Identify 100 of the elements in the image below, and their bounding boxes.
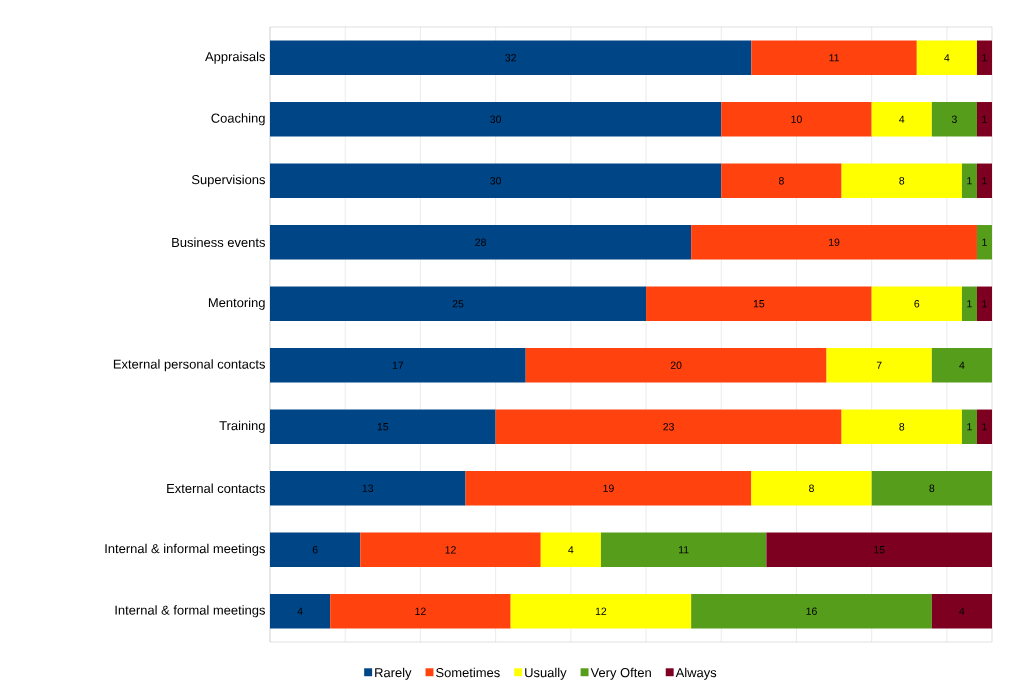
bar — [976, 40, 992, 75]
data-label: 1 — [967, 177, 972, 185]
data-label: 30 — [490, 177, 502, 185]
bar — [976, 163, 992, 198]
y-tick-label: Appraisals — [205, 51, 266, 64]
data-label: 10 — [791, 115, 802, 123]
bar — [871, 102, 932, 137]
bar — [766, 532, 992, 567]
data-label: 4 — [297, 607, 303, 615]
bar — [976, 102, 992, 137]
data-label: 8 — [899, 177, 905, 185]
bar — [691, 594, 932, 629]
data-label: 11 — [829, 54, 839, 62]
data-label: 19 — [829, 238, 840, 246]
data-label: 8 — [809, 484, 814, 492]
data-label: 23 — [663, 423, 674, 431]
data-label: 19 — [603, 484, 614, 492]
bar — [270, 471, 466, 506]
y-tick-label: External contacts — [167, 483, 265, 494]
bar — [841, 409, 962, 444]
data-label: 7 — [876, 361, 882, 369]
data-label: 12 — [445, 546, 456, 554]
data-label: 4 — [959, 607, 965, 615]
bar — [931, 594, 992, 629]
data-label: 15 — [874, 546, 885, 554]
data-label: 11 — [679, 546, 689, 554]
bar — [270, 286, 647, 321]
data-label: 15 — [377, 423, 389, 431]
bar — [270, 348, 526, 383]
data-label: 1 — [982, 423, 987, 431]
bar — [646, 286, 872, 321]
data-label: 1 — [982, 238, 987, 246]
bar — [270, 163, 722, 198]
bar — [871, 286, 962, 321]
data-label: 4 — [899, 115, 905, 123]
bar — [465, 471, 752, 506]
bar — [841, 163, 962, 198]
data-label: 20 — [670, 361, 682, 369]
bar — [961, 286, 977, 321]
data-label: 8 — [778, 177, 784, 185]
bar — [270, 532, 361, 567]
data-label: 25 — [452, 300, 464, 308]
data-label: 1 — [982, 54, 987, 62]
y-tick-label: Internal & formal meetings — [115, 605, 265, 618]
data-label: 1 — [967, 423, 972, 431]
data-label: 4 — [959, 361, 965, 369]
data-label: 1 — [982, 115, 987, 123]
bar — [540, 532, 601, 567]
data-label: 1 — [982, 300, 987, 308]
data-label: 4 — [568, 546, 574, 554]
legend-label: Usually — [525, 667, 567, 680]
bar — [270, 594, 331, 629]
y-tick-label: Internal & informal meetings — [105, 543, 265, 556]
bar — [961, 163, 977, 198]
data-label: 1 — [967, 300, 972, 308]
data-label: 12 — [415, 607, 426, 615]
data-label: 15 — [753, 300, 765, 308]
data-label: 8 — [929, 484, 935, 492]
data-label: 17 — [392, 361, 404, 369]
y-tick-label: External personal contacts — [113, 359, 265, 372]
y-tick-label: Business events — [172, 237, 265, 248]
y-tick-label: Training — [219, 420, 265, 433]
bar — [270, 409, 496, 444]
bar — [270, 40, 752, 75]
y-tick-label: Coaching — [211, 113, 265, 126]
y-tick-label: Mentoring — [208, 297, 265, 310]
data-label: 3 — [951, 115, 957, 123]
bar — [600, 532, 767, 567]
bar — [510, 594, 692, 629]
bar — [931, 348, 992, 383]
data-label: 28 — [475, 238, 486, 246]
bar — [826, 348, 932, 383]
data-label: 16 — [806, 607, 817, 615]
legend-label: Very Often — [590, 667, 651, 680]
data-label: 32 — [505, 54, 516, 62]
bar — [360, 532, 541, 567]
bar — [270, 102, 722, 137]
data-label: 8 — [899, 423, 905, 431]
bar — [976, 225, 992, 260]
bar — [871, 471, 992, 506]
legend-label: Sometimes — [436, 667, 500, 678]
bar — [931, 102, 977, 137]
bar — [721, 163, 842, 198]
bar — [751, 40, 917, 75]
data-label: 1 — [982, 177, 987, 185]
bar — [270, 225, 692, 260]
data-label: 13 — [362, 484, 374, 492]
bar — [916, 40, 977, 75]
bar — [961, 409, 977, 444]
bar — [751, 471, 872, 506]
data-label: 6 — [312, 546, 318, 554]
data-label: 12 — [595, 607, 607, 615]
bar — [330, 594, 511, 629]
bar — [976, 409, 992, 444]
legend-label: Always — [675, 667, 717, 680]
bar — [691, 225, 977, 260]
bar — [721, 102, 872, 137]
data-label: 4 — [944, 54, 950, 62]
bar — [495, 409, 842, 444]
legend-label: Rarely — [375, 667, 412, 680]
